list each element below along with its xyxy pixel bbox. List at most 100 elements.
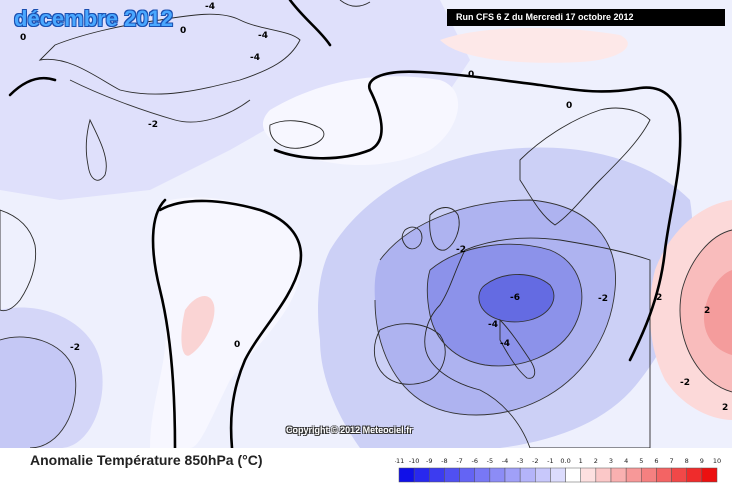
coastline-svalbard [339,0,371,7]
neutral-zone-atlantic [150,197,302,448]
scale-swatch [701,467,718,483]
scale-tick-label: -3 [517,457,523,465]
contour-minus2-southwest [0,336,77,448]
contour-label: -2 [598,294,608,304]
contour-label: 0 [468,70,474,80]
scale-tick-label: -8 [441,457,447,465]
scale-tick-label: 9 [700,457,704,465]
color-scale: -11 -10 -9 -8 -7 -6 -5 -4 -3 -2 -1 0.0 1 2 3 4 5 6 7 8 9 10 [395,457,721,483]
coastline-canada-east [0,209,37,312]
scale-tick-label: 5 [639,457,643,465]
map-title: décembre 2012 [14,6,173,31]
coastline-iceland [269,120,325,149]
scale-swatch [519,467,536,483]
scale-tick-label: -4 [502,457,508,465]
scale-swatch [474,467,491,483]
coastline-italy [499,318,536,379]
contour-minus6-europe [478,274,555,323]
scale-swatch [641,467,657,483]
scale-tick-label: 0.0 [560,457,570,465]
scale-tick-label: -2 [532,457,538,465]
contour-label: 0 [234,340,240,350]
scale-tick-label: 4 [624,457,628,465]
scale-tick-label: 2 [594,457,598,465]
scale-swatch [429,467,445,483]
scale-swatch [656,467,672,483]
scale-swatch [444,467,460,483]
scale-swatch [565,467,581,483]
scale-swatch [625,467,642,483]
scale-tick-label: -11 [395,457,404,465]
scale-tick-label: 7 [670,457,674,465]
contour-plus2-east [679,229,732,393]
copyright-label: Copyright © 2012 Meteociel.fr [286,425,413,435]
scale-tick-label: 1 [579,457,583,465]
anomaly-contours [0,79,732,448]
scale-swatch [504,467,521,483]
coastline-greenland [38,13,301,95]
scale-swatch [550,467,566,483]
contour-label: 0 [180,26,186,36]
contour-label: -2 [70,343,80,353]
contour-label: 2 [656,293,662,303]
zero-contour-north-top [288,0,332,47]
contour-label: 2 [704,306,710,316]
cold-anomaly-europe-core [478,274,554,322]
contour-minus2-europe [374,199,616,416]
contour-label: -4 [250,53,260,63]
scale-swatch [398,467,415,483]
cold-anomaly-area-west [0,0,470,200]
coastline-greenland-south [85,118,107,181]
zero-contour-north-atlantic [273,70,682,362]
scale-tick-label: -6 [471,457,477,465]
scale-swatch [413,467,430,483]
coastline-europe-mainland [424,237,651,448]
legend-title: Anomalie Température 850hPa (°C) [30,452,263,468]
contour-label: -4 [500,339,510,349]
contour-label: -4 [205,2,215,12]
contour-minus2-greenland [69,79,251,123]
zero-contour-atlantic-inner [151,198,177,448]
contour-label: 0 [20,33,26,43]
coastline-scandinavia [519,107,651,226]
contour-label: 0 [566,101,572,111]
temperature-anomaly-map: 0 0 0 0 0 -2 -2 -2 -2 -2 -4 -4 -4 -6 2 2… [0,0,732,448]
zero-contour-mid-atlantic [158,199,303,448]
neutral-zone-north [262,76,459,165]
scale-tick-label: 10 [713,457,721,465]
run-label: Run CFS 6 Z du Mercredi 17 octobre 2012 [447,9,725,26]
scale-tick-label: 6 [654,457,658,465]
scale-swatch [595,467,612,483]
scale-swatch [686,467,703,483]
coastline-iberia [373,323,446,385]
scale-tick-label: 3 [609,457,613,465]
scale-tick-label: -5 [487,457,493,465]
scale-swatch [671,467,687,483]
scale-tick-label: -7 [456,457,462,465]
zero-contours [8,0,682,448]
contour-label: -2 [680,378,690,388]
scale-swatch [489,467,506,483]
scale-swatch [610,467,627,483]
contour-label: -2 [148,120,158,130]
warm-anomaly-spot-north [440,28,628,63]
contour-label: -4 [258,31,268,41]
scale-swatch [580,467,597,483]
warm-anomaly-spot-atlantic [181,295,215,356]
contour-label: 2 [722,403,728,413]
scale-tick-label: 8 [685,457,689,465]
scale-tick-label: -1 [547,457,553,465]
coastline-british-isles [429,207,460,251]
zero-contour-north-left [8,76,57,97]
contour-label: -4 [488,320,498,330]
contour-label: -2 [456,245,466,255]
contour-label-group: 0 0 0 0 0 -2 -2 -2 -2 -2 -4 -4 -4 -6 2 2… [20,2,728,413]
scale-swatch [535,467,551,483]
cold-anomaly-area-southwest-core [0,336,76,448]
contour-label: -6 [510,293,520,303]
scale-tick-label: -10 [409,457,420,465]
contour-minus4-europe [426,243,583,367]
scale-swatch [459,467,475,483]
warm-anomaly-east-core [703,270,732,355]
